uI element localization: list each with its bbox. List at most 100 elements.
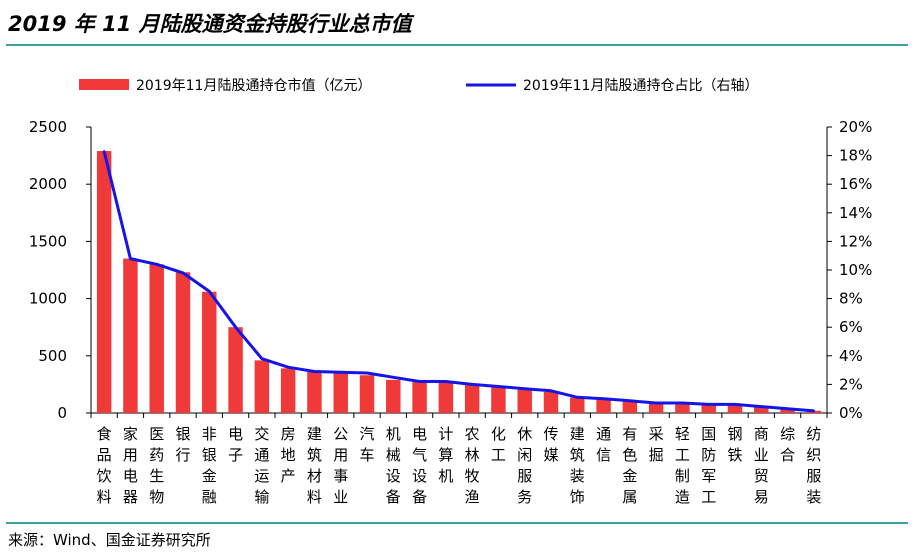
bar bbox=[675, 403, 690, 413]
category-label: 农林牧渔 bbox=[465, 425, 480, 506]
bar bbox=[386, 379, 401, 413]
category-label: 电气设备 bbox=[412, 425, 427, 506]
right-tick-label: 20% bbox=[839, 118, 872, 136]
bar bbox=[280, 368, 296, 413]
bar bbox=[438, 382, 454, 413]
bar bbox=[359, 375, 375, 413]
right-tick-label: 0% bbox=[839, 404, 863, 422]
category-label: 公用事业 bbox=[333, 425, 348, 506]
line-point bbox=[339, 371, 342, 374]
line-point bbox=[707, 403, 710, 406]
category-label: 医药生物 bbox=[149, 425, 164, 506]
line-point bbox=[418, 380, 421, 383]
line-point bbox=[260, 357, 264, 360]
chart-title: 2019 年 11 月陆股通资金持股行业总市值 bbox=[8, 12, 412, 36]
category-label: 交通运输 bbox=[254, 425, 269, 506]
bar bbox=[254, 360, 270, 413]
share-line bbox=[102, 150, 815, 413]
category-label: 汽车 bbox=[359, 425, 374, 464]
right-tick-label: 4% bbox=[839, 347, 863, 365]
category-label: 通信 bbox=[596, 425, 611, 464]
category-label: 有色金属 bbox=[622, 425, 637, 506]
bar bbox=[412, 382, 427, 413]
line-point bbox=[654, 401, 658, 405]
line-point bbox=[392, 376, 395, 379]
line-point bbox=[681, 401, 684, 405]
line-point bbox=[523, 387, 526, 390]
line-point bbox=[812, 409, 816, 413]
line-point bbox=[602, 397, 605, 400]
right-tick-label: 18% bbox=[839, 147, 872, 165]
top-divider bbox=[6, 44, 908, 46]
category-label: 非银金融 bbox=[202, 425, 217, 506]
right-tick-label: 16% bbox=[839, 175, 872, 193]
category-label: 钢铁 bbox=[727, 425, 742, 464]
line-point bbox=[497, 385, 500, 388]
line-point bbox=[760, 405, 763, 408]
line-point bbox=[208, 290, 211, 293]
right-tick-label: 2% bbox=[839, 375, 863, 393]
bar bbox=[96, 151, 112, 414]
category-label: 电子 bbox=[228, 425, 243, 464]
bar bbox=[228, 327, 243, 413]
bar bbox=[307, 371, 322, 413]
category-label: 纺织服装 bbox=[806, 425, 821, 506]
right-tick-label: 14% bbox=[839, 204, 872, 222]
category-label: 银行 bbox=[175, 425, 190, 464]
category-label: 机械设备 bbox=[386, 425, 401, 506]
legend-line-label: 2019年11月陆股通持仓占比（右轴） bbox=[523, 78, 758, 94]
line-point bbox=[444, 380, 448, 383]
right-tick-label: 8% bbox=[839, 290, 863, 308]
line-point bbox=[576, 396, 579, 399]
right-tick-label: 10% bbox=[839, 261, 872, 279]
category-label: 轻工制造 bbox=[675, 425, 690, 506]
category-label: 采掘 bbox=[649, 425, 664, 464]
line-point bbox=[628, 399, 632, 403]
category-label: 食品饮料 bbox=[97, 425, 112, 506]
source-note: 来源：Wind、国金证券研究所 bbox=[8, 531, 211, 549]
line-point bbox=[129, 257, 132, 260]
bar bbox=[596, 398, 611, 413]
line-point bbox=[155, 263, 158, 266]
line-point bbox=[181, 271, 185, 275]
line-point bbox=[733, 403, 737, 406]
bar bbox=[754, 406, 769, 413]
bar bbox=[701, 404, 716, 413]
bar bbox=[149, 264, 164, 413]
right-tick-label: 12% bbox=[839, 232, 872, 250]
bar bbox=[727, 404, 743, 413]
left-tick-label: 500 bbox=[38, 347, 67, 365]
left-tick-label: 2000 bbox=[29, 175, 67, 193]
bar bbox=[780, 408, 795, 413]
line-point bbox=[313, 370, 316, 373]
bar bbox=[648, 403, 664, 413]
category-label: 休闲服务 bbox=[517, 425, 532, 506]
category-label: 家用电器 bbox=[123, 425, 138, 506]
category-label: 房地产 bbox=[281, 425, 296, 485]
bar bbox=[517, 389, 532, 413]
line-point bbox=[234, 326, 237, 329]
left-tick-label: 0 bbox=[57, 404, 67, 422]
line-point bbox=[470, 383, 474, 386]
category-label: 传媒 bbox=[543, 425, 558, 464]
bar bbox=[464, 384, 480, 413]
left-tick-label: 1000 bbox=[29, 290, 67, 308]
legend-bar-label: 2019年11月陆股通持仓市值（亿元） bbox=[136, 77, 371, 94]
category-label: 计算机 bbox=[438, 425, 453, 485]
bar bbox=[543, 391, 559, 413]
right-tick-label: 6% bbox=[839, 318, 863, 336]
legend-bar-swatch bbox=[79, 79, 129, 90]
category-label: 综合 bbox=[780, 425, 795, 464]
line-point bbox=[786, 407, 789, 410]
line-point bbox=[549, 389, 553, 393]
bottom-divider bbox=[6, 522, 908, 524]
bar bbox=[491, 386, 506, 413]
bar bbox=[175, 272, 191, 413]
left-tick-label: 1500 bbox=[29, 232, 67, 250]
line-point bbox=[365, 371, 369, 375]
category-label: 建筑装饰 bbox=[570, 425, 585, 506]
line-point bbox=[102, 150, 106, 153]
bar bbox=[202, 291, 217, 413]
category-label: 商业贸易 bbox=[754, 425, 769, 506]
